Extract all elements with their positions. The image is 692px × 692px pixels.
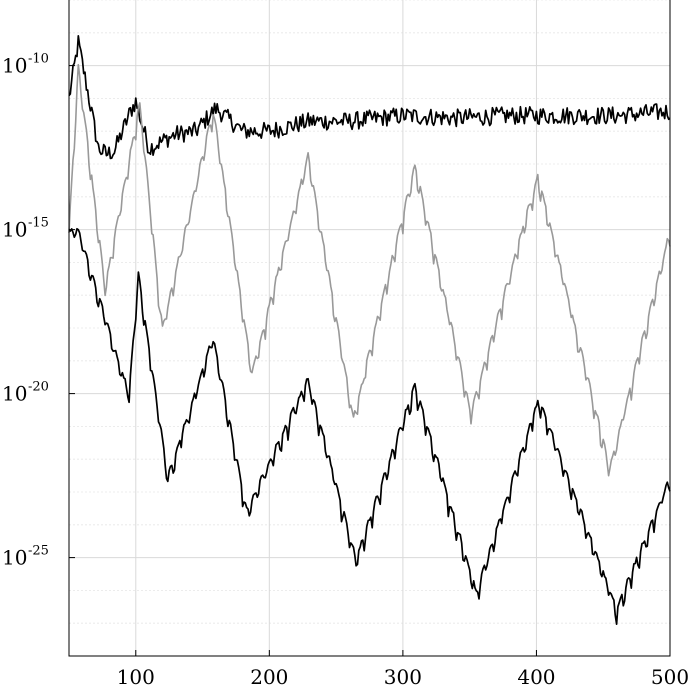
y-tick-label-exponent: -15	[28, 216, 49, 231]
y-tick-label-exponent: -25	[28, 544, 49, 559]
y-tick-label-base: 10	[2, 546, 27, 570]
y-tick-label-exponent: -20	[28, 380, 49, 395]
x-tick-label: 300	[384, 665, 422, 689]
x-tick-label: 200	[250, 665, 288, 689]
plot-frame	[68, 0, 671, 657]
y-tick-label-base: 10	[2, 382, 27, 406]
series-line-2	[68, 63, 671, 477]
y-tick-label-base: 10	[2, 218, 27, 242]
series-group	[68, 34, 671, 626]
y-tick-label-base: 10	[2, 54, 27, 78]
series-line-3	[68, 227, 671, 626]
x-tick-label: 100	[117, 665, 155, 689]
y-tick-label-exponent: -10	[28, 52, 49, 67]
grid	[69, 0, 671, 657]
x-tick-label: 400	[517, 665, 555, 689]
x-axis-ticks: 100 200 300 400 500	[117, 650, 689, 689]
x-tick-label: 500	[651, 665, 689, 689]
series-line-1	[68, 34, 671, 160]
